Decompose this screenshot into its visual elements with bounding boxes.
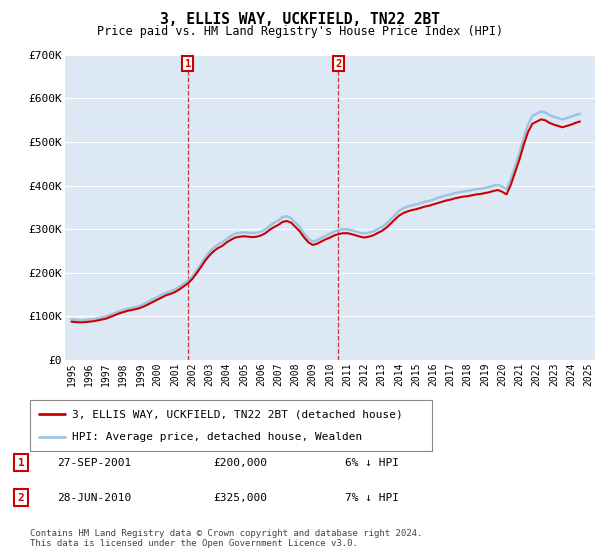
Text: 3, ELLIS WAY, UCKFIELD, TN22 2BT: 3, ELLIS WAY, UCKFIELD, TN22 2BT	[160, 12, 440, 27]
Text: 2: 2	[17, 492, 25, 502]
Text: 3, ELLIS WAY, UCKFIELD, TN22 2BT (detached house): 3, ELLIS WAY, UCKFIELD, TN22 2BT (detach…	[72, 409, 403, 419]
Text: 6% ↓ HPI: 6% ↓ HPI	[345, 458, 399, 468]
Text: 1: 1	[17, 458, 25, 468]
Text: £200,000: £200,000	[213, 458, 267, 468]
Text: Price paid vs. HM Land Registry's House Price Index (HPI): Price paid vs. HM Land Registry's House …	[97, 25, 503, 38]
Text: 7% ↓ HPI: 7% ↓ HPI	[345, 492, 399, 502]
Text: 2: 2	[335, 59, 341, 68]
Text: This data is licensed under the Open Government Licence v3.0.: This data is licensed under the Open Gov…	[30, 539, 358, 548]
Text: 27-SEP-2001: 27-SEP-2001	[57, 458, 131, 468]
Text: 1: 1	[185, 59, 191, 68]
Text: 28-JUN-2010: 28-JUN-2010	[57, 492, 131, 502]
FancyBboxPatch shape	[30, 400, 432, 451]
Text: £325,000: £325,000	[213, 492, 267, 502]
Text: HPI: Average price, detached house, Wealden: HPI: Average price, detached house, Weal…	[72, 432, 362, 442]
Text: Contains HM Land Registry data © Crown copyright and database right 2024.: Contains HM Land Registry data © Crown c…	[30, 529, 422, 538]
